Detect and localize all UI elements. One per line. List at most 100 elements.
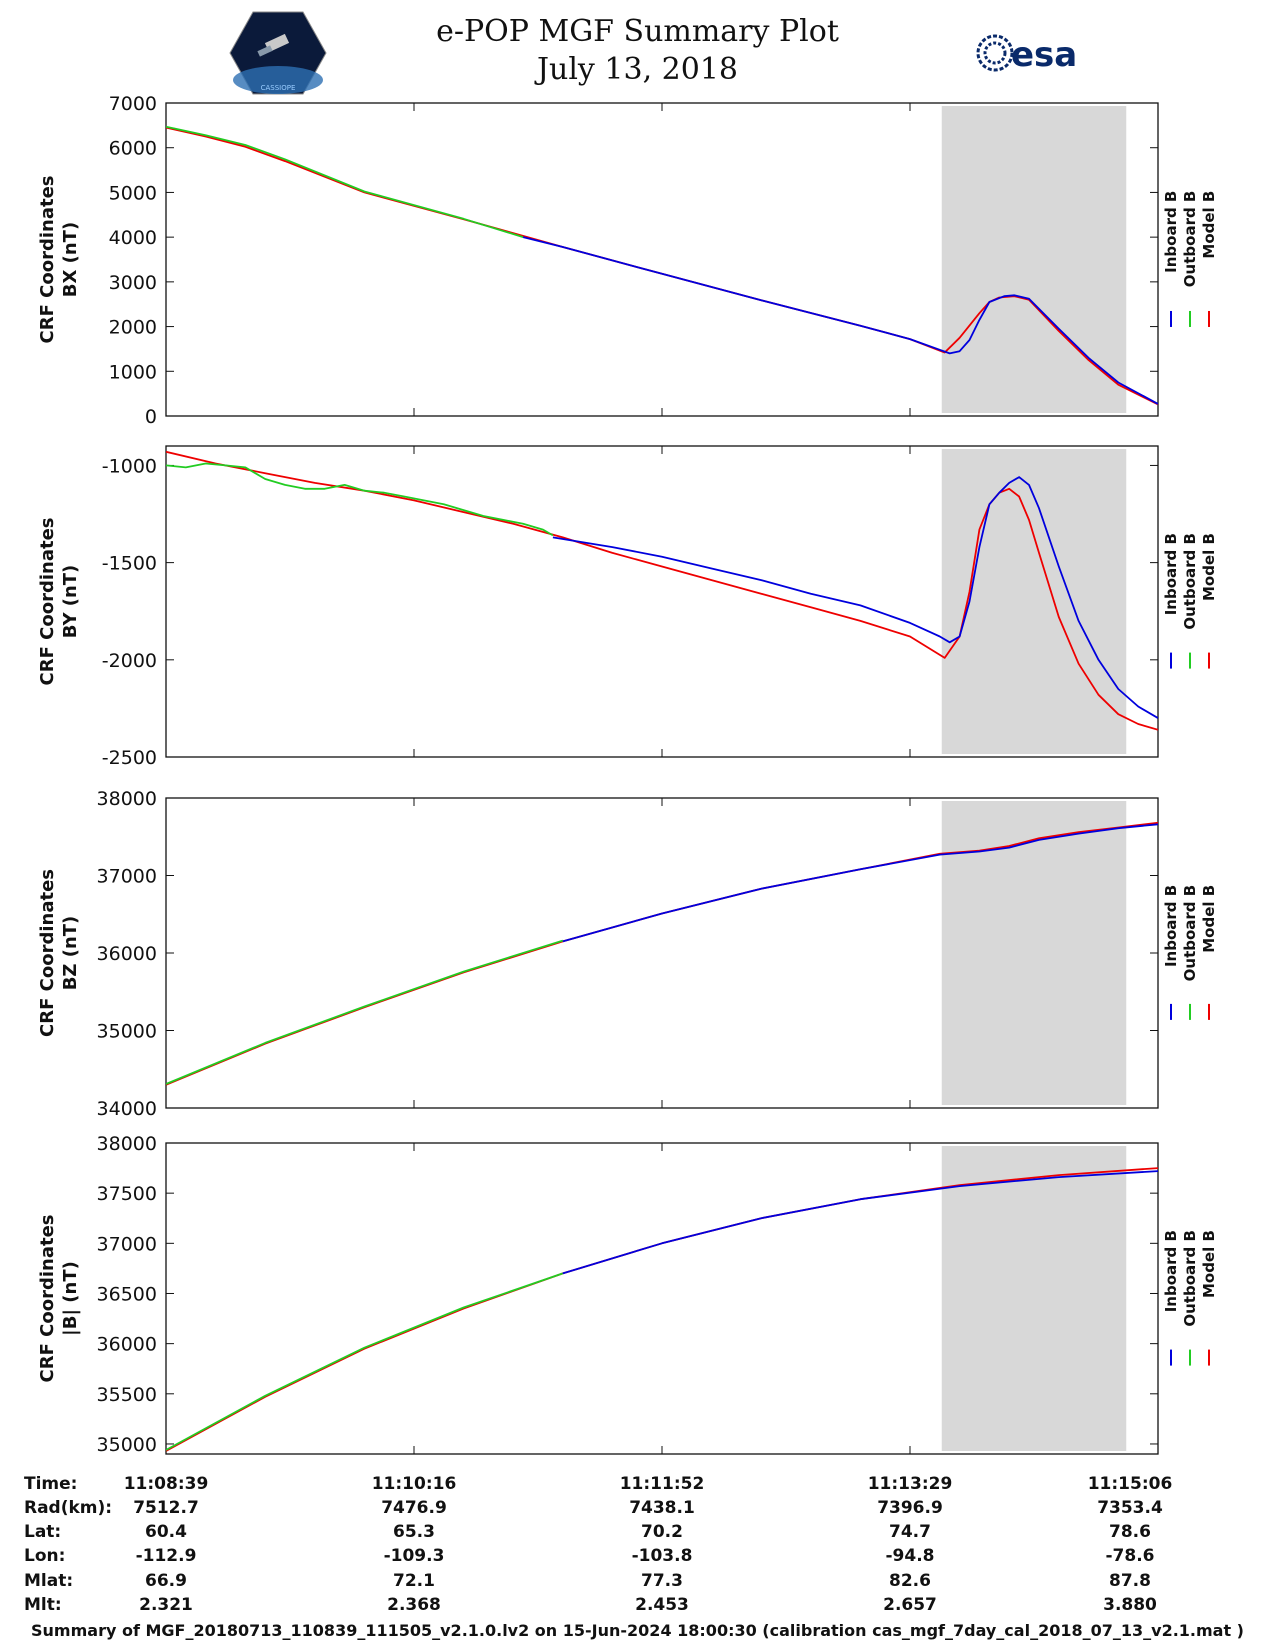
y-axis-label: BY (nT): [60, 565, 81, 639]
shaded-region: [941, 801, 1127, 1105]
ephemeris-value: 11:13:29: [867, 1474, 953, 1494]
chart-panel-1: 0 1000 2000 3000 4000 5000 6000 7000 CRF Coordin…: [37, 93, 1218, 428]
y-axis-label: CRF Coordinates: [37, 869, 58, 1037]
ephemeris-value: -103.8: [631, 1546, 693, 1566]
ephemeris-value: 7396.9: [877, 1498, 943, 1518]
ephemeris-value: -78.6: [1105, 1546, 1155, 1566]
y-tick-label: 37000: [97, 866, 157, 888]
ephemeris-value: 70.2: [641, 1522, 683, 1542]
ephemeris-label: Lon:: [24, 1546, 66, 1566]
ephemeris-value: 72.1: [393, 1571, 435, 1591]
ephemeris-value: 11:08:39: [123, 1474, 209, 1494]
ephemeris-label: Time:: [24, 1474, 78, 1494]
ephemeris-value: 2.453: [635, 1595, 689, 1615]
ephemeris-value: 7476.9: [381, 1498, 447, 1518]
series-line-model-b: [166, 450, 1158, 731]
y-tick-label: 35500: [97, 1384, 157, 1406]
legend-label: Model B: [1200, 533, 1218, 601]
y-tick-label: -1500: [102, 553, 157, 575]
y-tick-label: 0: [145, 406, 157, 428]
series-line-inboard-b: [552, 476, 1158, 719]
ephemeris-value: 82.6: [889, 1571, 931, 1591]
y-tick-label: 36000: [97, 943, 157, 965]
ephemeris-value: -109.3: [383, 1546, 445, 1566]
y-tick-label: 34000: [97, 1098, 157, 1120]
ephemeris-label: Lat:: [24, 1522, 62, 1542]
chart-panel-2: -2500 -2000 -1500 -1000 CRF Coordinates BY (n…: [37, 445, 1218, 769]
legend-label: Inboard B: [1162, 885, 1180, 967]
ephemeris-value: 77.3: [641, 1571, 683, 1591]
y-tick-label: 1000: [109, 361, 157, 383]
y-tick-label: 7000: [109, 93, 157, 115]
legend-label: Model B: [1200, 191, 1218, 259]
ephemeris-value: 7438.1: [629, 1498, 695, 1518]
ephemeris-value: 66.9: [145, 1571, 187, 1591]
series-line-outboard-b: [166, 125, 524, 238]
series-line-inboard-b: [562, 1170, 1158, 1275]
legend-label: Inboard B: [1162, 191, 1180, 273]
ephemeris-value: 74.7: [889, 1522, 931, 1542]
cassiope-logo: CASSIOPE: [229, 11, 327, 95]
shaded-region: [941, 106, 1127, 413]
legend-label: Model B: [1200, 885, 1218, 953]
y-tick-label: 37500: [97, 1183, 157, 1205]
y-tick-label: 5000: [109, 182, 157, 204]
ephemeris-value: 2.368: [387, 1595, 441, 1615]
legend-label: Model B: [1200, 1230, 1218, 1298]
y-tick-label: -2000: [102, 650, 157, 672]
y-tick-label: 37000: [97, 1233, 157, 1255]
ephemeris-value: 87.8: [1109, 1571, 1151, 1591]
ephemeris-value: 7353.4: [1097, 1498, 1163, 1518]
legend-label: Outboard B: [1181, 191, 1199, 288]
series-line-outboard-b: [166, 939, 564, 1085]
esa-logo-text: esa: [1011, 35, 1077, 75]
ephemeris-value: 11:15:06: [1087, 1474, 1173, 1494]
y-axis-label: BZ (nT): [60, 916, 81, 991]
ephemeris-value: 2.657: [883, 1595, 937, 1615]
y-tick-label: -2500: [102, 747, 157, 769]
y-tick-label: 35000: [97, 1021, 157, 1043]
series-line-outboard-b: [166, 1272, 564, 1451]
ephemeris-label: Rad(km):: [24, 1498, 113, 1518]
y-tick-label: 38000: [97, 788, 157, 810]
legend-label: Outboard B: [1181, 533, 1199, 630]
shaded-region: [941, 449, 1127, 754]
y-tick-label: -1000: [102, 455, 157, 477]
ephemeris-label: Mlt:: [24, 1595, 62, 1615]
ephemeris-value: 2.321: [139, 1595, 193, 1615]
y-axis-label: CRF Coordinates: [37, 518, 58, 686]
y-tick-label: 36000: [97, 1334, 157, 1356]
chart-panel-3: 34000 35000 36000 37000 38000 CRF Coordinates…: [37, 788, 1218, 1120]
page-date: July 13, 2018: [536, 52, 739, 87]
esa-logo: esa: [976, 34, 1077, 75]
ephemeris-value: 60.4: [145, 1522, 187, 1542]
legend-label: Inboard B: [1162, 533, 1180, 615]
ephemeris-label: Mlat:: [24, 1571, 74, 1591]
ephemeris-value: 11:11:52: [619, 1474, 705, 1494]
series-line-outboard-b: [166, 462, 554, 537]
ephemeris-value: 7512.7: [133, 1498, 199, 1518]
page-title: e-POP MGF Summary Plot: [436, 14, 839, 49]
footer-caption: Summary of MGF_20180713_110839_111505_v2…: [31, 1621, 1244, 1640]
y-axis-label: |B| (nT): [60, 1261, 81, 1336]
y-tick-label: 35000: [97, 1434, 157, 1456]
ephemeris-value: 65.3: [393, 1522, 435, 1542]
ephemeris-value: 3.880: [1103, 1595, 1157, 1615]
y-axis-label: CRF Coordinates: [37, 176, 58, 344]
series-line-inboard-b: [562, 823, 1158, 943]
legend-label: Outboard B: [1181, 1230, 1199, 1327]
logo-text: CASSIOPE: [261, 84, 296, 92]
y-axis-label: CRF Coordinates: [37, 1215, 58, 1383]
shaded-region: [941, 1146, 1127, 1451]
ephemeris-value: 11:10:16: [371, 1474, 457, 1494]
y-tick-label: 6000: [109, 138, 157, 160]
y-tick-label: 36500: [97, 1283, 157, 1305]
legend-label: Outboard B: [1181, 885, 1199, 982]
ephemeris-value: -112.9: [135, 1546, 197, 1566]
y-tick-label: 2000: [109, 317, 157, 339]
chart-panel-4: 35000 35500 36000 36500 37000 37500 38000 CRF C…: [37, 1133, 1218, 1456]
y-axis-label: BX (nT): [60, 222, 81, 297]
y-tick-label: 3000: [109, 272, 157, 294]
y-tick-label: 4000: [109, 227, 157, 249]
